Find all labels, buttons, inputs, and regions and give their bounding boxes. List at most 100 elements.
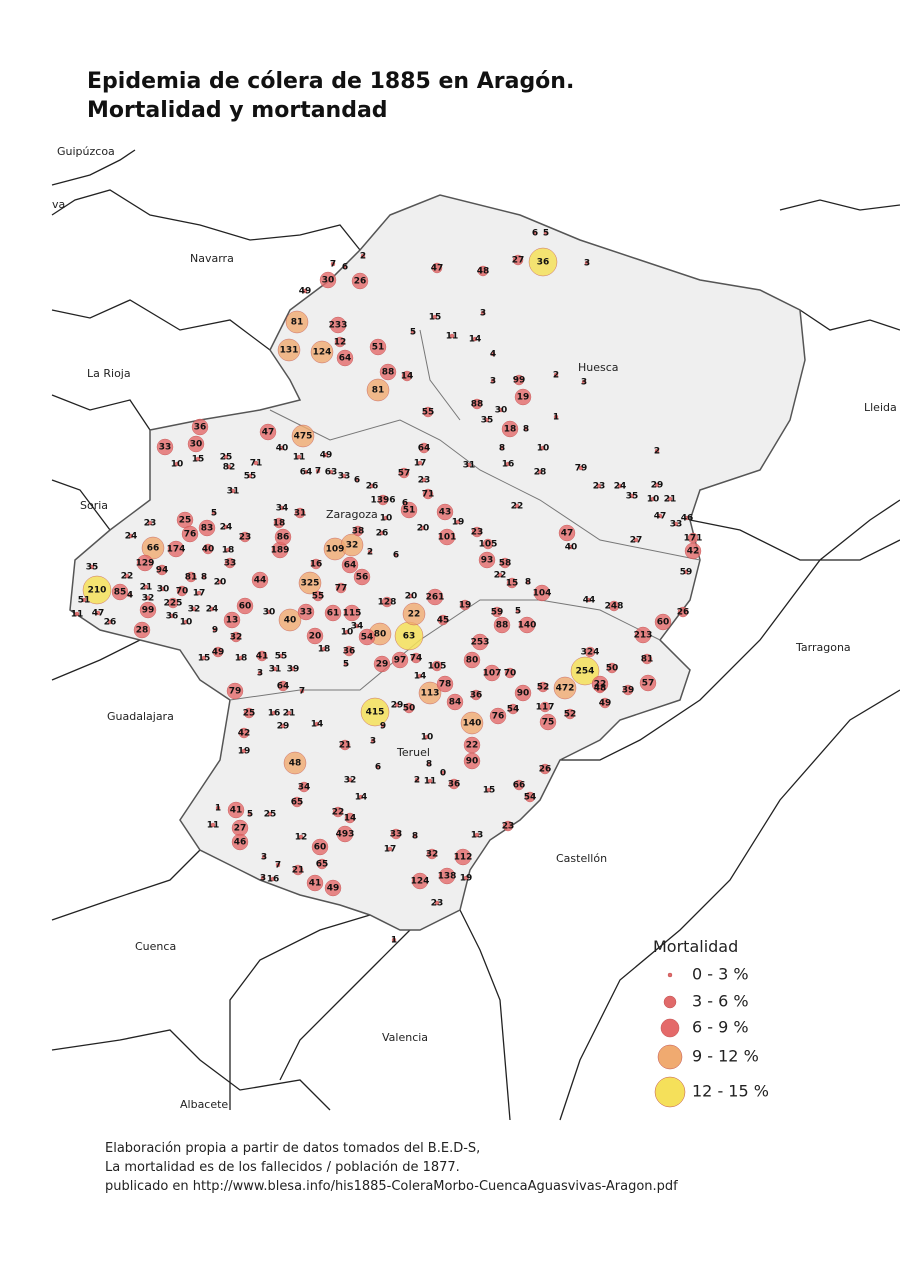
town-deaths: 128 — [378, 598, 397, 608]
legend-title: Mortalidad — [653, 937, 738, 956]
place-label: La Rioja — [87, 367, 131, 380]
town-deaths: 33 — [390, 830, 403, 840]
town-deaths: 70 — [504, 669, 517, 679]
town-marker — [330, 261, 336, 267]
place-label: Soria — [80, 499, 108, 512]
town-deaths: 18 — [235, 654, 248, 664]
town-deaths: 66 — [513, 781, 526, 791]
town-deaths: 493 — [336, 830, 355, 840]
town-deaths: 31 — [269, 665, 282, 675]
town-deaths: 105 — [479, 540, 498, 550]
town-deaths: 10 — [421, 733, 434, 743]
town-marker — [422, 488, 434, 500]
town-deaths: 32 — [346, 541, 359, 551]
town-deaths: 46 — [681, 514, 694, 524]
town-marker — [278, 608, 302, 632]
town-marker — [201, 574, 207, 580]
town-deaths: 64 — [418, 444, 431, 454]
town-deaths: 85 — [114, 588, 127, 598]
town-marker — [169, 613, 175, 619]
town-deaths: 131 — [280, 346, 299, 356]
town-deaths: 1 — [391, 936, 397, 946]
town-marker — [227, 801, 245, 819]
town-deaths: 325 — [301, 579, 320, 589]
town-marker — [491, 606, 503, 618]
town-deaths: 47 — [561, 529, 574, 539]
town-deaths: 25 — [179, 516, 192, 526]
town-marker — [493, 616, 511, 634]
town-deaths: 49 — [599, 699, 612, 709]
town-deaths: 55 — [312, 592, 325, 602]
town-marker — [438, 528, 456, 546]
town-deaths: 17 — [384, 845, 397, 855]
town-marker — [366, 378, 390, 402]
town-marker — [375, 764, 381, 770]
town-marker — [225, 547, 231, 553]
town-marker — [147, 520, 153, 526]
town-marker — [347, 777, 353, 783]
town-deaths: 7 — [330, 260, 336, 270]
town-marker — [217, 579, 223, 585]
town-marker — [599, 697, 611, 709]
town-deaths: 36 — [343, 647, 356, 657]
town-marker — [299, 688, 305, 694]
town-marker — [402, 602, 426, 626]
town-marker — [310, 340, 334, 364]
town-marker — [323, 452, 329, 458]
legend-symbol — [663, 995, 677, 1009]
place-label: Valencia — [382, 1031, 428, 1044]
town-deaths: 2 — [553, 371, 559, 381]
town-marker — [418, 681, 442, 705]
town-marker — [490, 351, 496, 357]
town-deaths: 28 — [534, 468, 547, 478]
town-marker — [490, 378, 496, 384]
town-deaths: 248 — [605, 602, 624, 612]
town-deaths: 20 — [417, 524, 430, 534]
town-deaths: 20 — [214, 578, 227, 588]
town-deaths: 10 — [180, 618, 193, 628]
town-deaths: 57 — [642, 679, 655, 689]
town-deaths: 90 — [466, 757, 479, 767]
town-deaths: 19 — [238, 747, 251, 757]
town-marker — [291, 424, 315, 448]
town-deaths: 16 — [310, 560, 323, 570]
legend-label: 9 - 12 % — [692, 1047, 759, 1066]
town-deaths: 80 — [466, 656, 479, 666]
town-deaths: 225 — [164, 599, 183, 609]
town-marker — [393, 552, 399, 558]
town-marker — [424, 734, 430, 740]
town-deaths: 81 — [372, 386, 385, 396]
town-marker — [528, 247, 558, 277]
town-deaths: 174 — [167, 545, 186, 555]
town-marker — [499, 557, 511, 569]
town-marker — [167, 597, 179, 609]
town-marker — [414, 777, 420, 783]
town-marker — [354, 623, 360, 629]
town-marker — [223, 524, 229, 530]
town-marker — [480, 310, 486, 316]
town-marker — [336, 825, 354, 843]
town-marker — [460, 711, 484, 735]
town-marker — [351, 272, 369, 290]
town-deaths: 17 — [193, 589, 206, 599]
town-deaths: 33 — [670, 520, 683, 530]
town-marker — [212, 646, 224, 658]
town-marker — [380, 723, 386, 729]
town-marker — [608, 600, 620, 612]
town-marker — [341, 473, 347, 479]
town-marker — [514, 684, 532, 702]
town-marker — [223, 611, 241, 629]
town-deaths: 5 — [410, 328, 416, 338]
town-deaths: 66 — [147, 544, 160, 554]
town-deaths: 10 — [171, 460, 184, 470]
town-deaths: 3 — [260, 874, 266, 884]
town-marker — [381, 596, 393, 608]
town-deaths: 42 — [238, 729, 251, 739]
town-deaths: 20 — [309, 632, 322, 642]
town-marker — [497, 572, 503, 578]
town-deaths: 124 — [313, 348, 332, 358]
town-marker — [446, 693, 464, 711]
town-marker — [81, 597, 87, 603]
town-marker — [639, 674, 657, 692]
town-deaths: 2 — [360, 252, 366, 262]
